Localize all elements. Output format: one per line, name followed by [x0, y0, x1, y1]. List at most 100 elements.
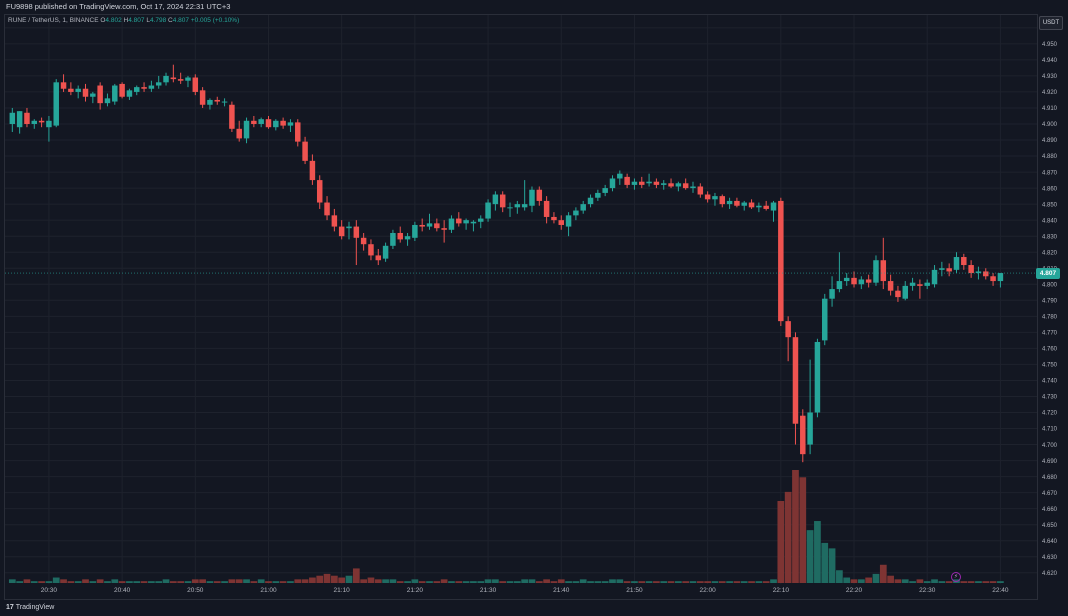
candle-body[interactable] — [880, 260, 887, 282]
candle-body[interactable] — [529, 189, 535, 206]
candle-body[interactable] — [785, 321, 791, 338]
candle-body[interactable] — [434, 223, 440, 229]
candle-body[interactable] — [295, 122, 301, 142]
candle-body[interactable] — [148, 85, 155, 89]
candle-body[interactable] — [822, 298, 828, 341]
candle-body[interactable] — [316, 180, 323, 203]
candle-body[interactable] — [770, 202, 777, 211]
candle-body[interactable] — [968, 265, 974, 274]
candle-body[interactable] — [214, 99, 220, 102]
candle-body[interactable] — [251, 120, 257, 124]
candle-body[interactable] — [390, 232, 396, 246]
candle-body[interactable] — [887, 281, 894, 291]
candle-body[interactable] — [829, 289, 835, 299]
candle-body[interactable] — [587, 197, 594, 205]
candle-body[interactable] — [426, 223, 433, 227]
candle-body[interactable] — [31, 120, 38, 124]
candle-body[interactable] — [558, 220, 564, 225]
candle-body[interactable] — [624, 176, 630, 185]
candle-body[interactable] — [800, 415, 806, 455]
candle-body[interactable] — [873, 260, 879, 283]
candle-body[interactable] — [704, 194, 711, 200]
candle-body[interactable] — [748, 202, 755, 208]
candle-body[interactable] — [302, 141, 308, 161]
candle-body[interactable] — [961, 257, 967, 266]
candle-body[interactable] — [382, 245, 389, 259]
candle-body[interactable] — [163, 75, 169, 83]
candle-body[interactable] — [229, 104, 235, 129]
candle-body[interactable] — [865, 279, 872, 283]
candle-body[interactable] — [338, 226, 345, 237]
candle-body[interactable] — [46, 120, 52, 128]
candle-body[interactable] — [97, 85, 103, 104]
candle-body[interactable] — [24, 112, 30, 124]
candle-body[interactable] — [207, 99, 213, 105]
candle-body[interactable] — [360, 237, 367, 245]
symbol-label[interactable]: RUNE / TetherUS, 1, BINANCE — [8, 17, 99, 24]
candle-body[interactable] — [82, 88, 89, 97]
candle-body[interactable] — [507, 207, 513, 209]
candle-body[interactable] — [946, 268, 952, 272]
candle-body[interactable] — [895, 290, 901, 298]
candle-body[interactable] — [192, 77, 199, 92]
candle-body[interactable] — [602, 188, 608, 193]
candle-body[interactable] — [170, 77, 177, 80]
candle-body[interactable] — [646, 181, 652, 184]
candle-body[interactable] — [456, 218, 462, 224]
lightning-icon[interactable]: ⚡ — [951, 572, 961, 582]
candle-body[interactable] — [499, 194, 506, 208]
candle-body[interactable] — [814, 341, 821, 413]
candle-body[interactable] — [478, 218, 484, 222]
candle-body[interactable] — [909, 282, 916, 286]
candle-body[interactable] — [273, 120, 279, 128]
candle-body[interactable] — [668, 183, 674, 187]
candle-body[interactable] — [543, 200, 550, 217]
candle-body[interactable] — [617, 173, 623, 179]
candle-body[interactable] — [734, 200, 740, 206]
candle-body[interactable] — [463, 220, 469, 224]
candle-body[interactable] — [134, 87, 140, 92]
candle-body[interactable] — [719, 196, 726, 205]
candle-body[interactable] — [580, 204, 586, 211]
candle-body[interactable] — [287, 122, 294, 126]
candle-body[interactable] — [53, 82, 59, 126]
candle-body[interactable] — [843, 277, 850, 282]
candle-body[interactable] — [199, 90, 206, 105]
candle-body[interactable] — [931, 269, 938, 285]
candle-body[interactable] — [939, 268, 945, 270]
candle-body[interactable] — [975, 271, 982, 274]
candle-body[interactable] — [346, 226, 352, 229]
candle-body[interactable] — [141, 87, 147, 89]
candle-body[interactable] — [697, 186, 704, 195]
candle-body[interactable] — [609, 178, 616, 189]
candle-body[interactable] — [397, 232, 403, 240]
candle-body[interactable] — [221, 101, 228, 103]
candle-body[interactable] — [119, 83, 125, 97]
candle-body[interactable] — [68, 88, 74, 92]
candle-body[interactable] — [104, 98, 111, 104]
candle-body[interactable] — [368, 244, 374, 256]
candle-body[interactable] — [536, 189, 543, 201]
candle-body[interactable] — [836, 281, 843, 290]
candle-body[interactable] — [675, 183, 682, 187]
candle-body[interactable] — [112, 85, 118, 102]
candle-body[interactable] — [521, 204, 528, 208]
candle-body[interactable] — [858, 279, 865, 285]
candle-body[interactable] — [902, 285, 908, 299]
candle-body[interactable] — [441, 228, 447, 230]
candle-body[interactable] — [243, 120, 250, 139]
candle-body[interactable] — [712, 196, 718, 200]
candle-body[interactable] — [983, 271, 989, 277]
candle-body[interactable] — [763, 205, 769, 209]
candle-body[interactable] — [631, 181, 638, 185]
candle-body[interactable] — [309, 160, 316, 181]
candle-body[interactable] — [375, 255, 382, 261]
candle-body[interactable] — [792, 337, 799, 424]
candle-body[interactable] — [265, 119, 272, 128]
candle-body[interactable] — [236, 128, 242, 139]
candle-body[interactable] — [177, 79, 184, 81]
candle-body[interactable] — [653, 181, 660, 185]
candle-body[interactable] — [155, 82, 162, 86]
candle-body[interactable] — [324, 202, 330, 216]
candle-body[interactable] — [756, 205, 762, 208]
